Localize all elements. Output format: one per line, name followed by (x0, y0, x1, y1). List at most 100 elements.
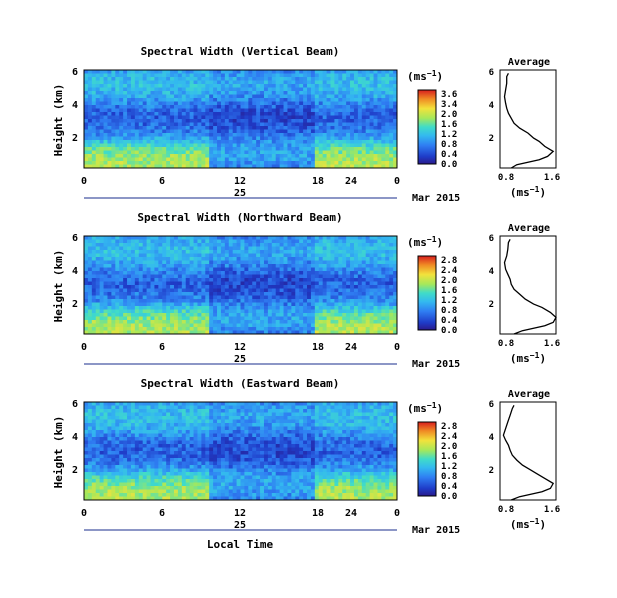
heatmap-cell (185, 306, 191, 310)
heatmap-cell (158, 77, 163, 81)
heatmap-cell (224, 278, 230, 282)
heatmap-cell (326, 250, 331, 254)
heatmap-cell (361, 164, 367, 169)
heatmap-cell (111, 330, 116, 335)
heatmap-cell (138, 108, 144, 113)
heatmap-cell (369, 288, 374, 293)
heatmap-cell (228, 115, 234, 120)
heatmap-cell (373, 129, 378, 134)
heatmap-cell (220, 73, 226, 78)
heatmap-cell (283, 150, 288, 155)
heatmap-cell (389, 409, 394, 413)
heatmap-cell (162, 112, 167, 116)
heatmap-cell (275, 274, 281, 279)
heatmap-cell (326, 70, 331, 74)
heatmap-cell (177, 157, 183, 162)
heatmap-cell (346, 267, 351, 272)
heatmap-cell (177, 323, 183, 328)
heatmap-cell (217, 295, 222, 300)
heatmap-cell (334, 412, 339, 417)
heatmap-cell (357, 264, 363, 268)
heatmap-cell (154, 91, 159, 95)
heatmap-cell (150, 246, 155, 251)
heatmap-cell (107, 136, 112, 141)
heatmap-cell (123, 161, 128, 165)
heatmap-cell (295, 274, 300, 279)
heatmap-cell (146, 416, 151, 420)
heatmap-cell (170, 129, 175, 134)
heatmap-cell (389, 239, 394, 244)
heatmap-cell (271, 94, 277, 99)
heatmap-cell (213, 267, 218, 272)
heatmap-cell (166, 327, 171, 331)
heatmap-cell (146, 94, 151, 99)
heatmap-cell (307, 288, 312, 293)
heatmap-cell (201, 112, 206, 116)
heatmap-cell (123, 285, 128, 289)
heatmap-cell (209, 271, 214, 275)
heatmap-cell (381, 98, 386, 102)
heatmap-cell (310, 105, 316, 109)
heatmap-cell (256, 91, 261, 95)
heatmap-cell (357, 140, 363, 144)
heatmap-cell (166, 419, 171, 424)
heatmap-cell (134, 250, 140, 254)
heatmap-cell (127, 323, 132, 328)
heatmap-cell (205, 295, 210, 300)
heatmap-cell (385, 73, 390, 78)
heatmap-cell (361, 136, 367, 141)
heatmap-cell (369, 98, 374, 102)
heatmap-cell (342, 292, 347, 296)
heatmap-cell (260, 267, 265, 272)
heatmap-cell (115, 419, 120, 424)
heatmap-cell (271, 236, 277, 240)
heatmap-cell (338, 416, 343, 420)
heatmap-cell (357, 115, 363, 120)
heatmap-cell (189, 250, 194, 254)
heatmap-cell (166, 309, 171, 314)
heatmap-cell (318, 271, 324, 275)
heatmap-cell (84, 105, 89, 109)
heatmap-cell (170, 87, 175, 92)
heatmap-cell (111, 108, 116, 113)
heatmap-cell (342, 278, 347, 282)
heatmap-cell (248, 136, 253, 141)
heatmap-cell (134, 246, 140, 251)
heatmap-cell (322, 77, 327, 81)
heatmap-cell (130, 271, 136, 275)
heatmap-cell (299, 288, 304, 293)
heatmap-cell (389, 246, 394, 251)
heatmap-cell (162, 101, 167, 106)
heatmap-cell (279, 330, 284, 335)
heatmap-cell (291, 129, 296, 134)
heatmap-cell (260, 98, 265, 102)
heatmap-cell (385, 302, 390, 307)
heatmap-cell (271, 164, 277, 169)
heatmap-cell (357, 330, 363, 335)
heatmap-cell (154, 77, 159, 81)
heatmap-cell (154, 136, 159, 141)
heatmap-cell (170, 316, 175, 321)
heatmap-cell (232, 257, 237, 261)
heatmap-cell (385, 327, 390, 331)
heatmap-cell (393, 267, 398, 272)
heatmap-cell (318, 150, 324, 155)
heatmap-cell (357, 409, 363, 413)
heatmap-cell (377, 302, 382, 307)
heatmap-cell (299, 295, 304, 300)
heatmap-cell (107, 73, 112, 78)
heatmap-cell (134, 112, 140, 116)
heatmap-cell (369, 253, 374, 258)
heatmap-cell (260, 70, 265, 74)
heatmap-cell (330, 412, 335, 417)
heatmap-cell (295, 161, 300, 165)
heatmap-cell (252, 150, 257, 155)
heatmap-cell (322, 150, 327, 155)
heatmap-cell (209, 98, 214, 102)
heatmap-cell (220, 295, 226, 300)
heatmap-cell (91, 154, 97, 158)
heatmap-cell (357, 285, 363, 289)
heatmap-cell (213, 253, 218, 258)
heatmap-cell (127, 115, 132, 120)
heatmap-cell (213, 101, 218, 106)
